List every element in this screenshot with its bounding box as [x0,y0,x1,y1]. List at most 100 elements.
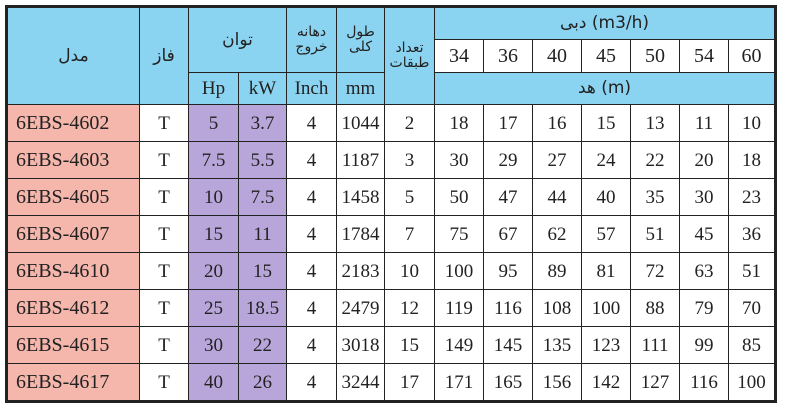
length-cell: 1784 [336,215,385,253]
head-cell: 67 [483,215,533,253]
model-cell: 6EBS-4602 [6,104,140,142]
head-cell: 100 [434,252,484,290]
head-cell: 111 [630,326,680,364]
head-cell: 119 [434,289,484,327]
length-cell: 3018 [336,326,385,364]
table-row: 6EBS-4615 T 30 22 4 3018 15 149 145 135 123 111 99 85 [6,326,776,364]
kw-header: kW [238,72,287,105]
head-cell: 18 [728,141,776,179]
head-cell: 116 [679,363,729,402]
table-row: 6EBS-4602 T 5 3.7 4 1044 2 18 17 16 15 13 11 10 [6,104,776,142]
model-cell: 6EBS-4603 [6,141,140,179]
outlet-header: دهانه خروج [286,6,337,73]
kw-cell: 11 [238,215,287,253]
length-cell: 1187 [336,141,385,179]
head-cell: 63 [679,252,729,290]
kw-cell: 22 [238,326,287,364]
flow-value: 54 [679,39,729,73]
head-cell: 142 [581,363,631,402]
hp-cell: 40 [188,363,239,402]
stages-cell: 3 [384,141,435,179]
head-cell: 50 [434,178,484,216]
flow-header: دبی (m3/h) [434,6,776,40]
model-header: مدل [6,6,140,105]
model-cell: 6EBS-4617 [6,363,140,402]
length-cell: 2183 [336,252,385,290]
head-cell: 88 [630,289,680,327]
head-cell: 51 [630,215,680,253]
phase-cell: T [139,178,189,216]
head-cell: 100 [581,289,631,327]
head-cell: 70 [728,289,776,327]
head-cell: 47 [483,178,533,216]
head-cell: 17 [483,104,533,142]
inch-cell: 4 [286,141,337,179]
head-cell: 51 [728,252,776,290]
inch-cell: 4 [286,104,337,142]
head-cell: 100 [728,363,776,402]
length-header: طول کلی [336,6,385,73]
inch-header: Inch [286,72,337,105]
head-cell: 20 [679,141,729,179]
flow-value: 34 [434,39,484,73]
flow-value: 40 [532,39,582,73]
table-row: 6EBS-4610 T 20 15 4 2183 10 100 95 89 81 72 63 51 [6,252,776,290]
head-cell: 57 [581,215,631,253]
hp-cell: 7.5 [188,141,239,179]
phase-cell: T [139,252,189,290]
head-cell: 30 [434,141,484,179]
kw-cell: 26 [238,363,287,402]
kw-cell: 7.5 [238,178,287,216]
head-cell: 149 [434,326,484,364]
head-cell: 81 [581,252,631,290]
stages-cell: 7 [384,215,435,253]
inch-cell: 4 [286,215,337,253]
phase-cell: T [139,326,189,364]
phase-cell: T [139,289,189,327]
inch-cell: 4 [286,326,337,364]
phase-cell: T [139,104,189,142]
length-cell: 2479 [336,289,385,327]
head-cell: 99 [679,326,729,364]
head-cell: 11 [679,104,729,142]
head-cell: 36 [728,215,776,253]
flow-value: 50 [630,39,680,73]
head-cell: 24 [581,141,631,179]
table-row: 6EBS-4612 T 25 18.5 4 2479 12 119 116 108 100 88 79 7… [6,289,776,327]
model-cell: 6EBS-4610 [6,252,140,290]
length-cell: 1458 [336,178,385,216]
head-cell: 30 [679,178,729,216]
head-cell: 18 [434,104,484,142]
hp-cell: 25 [188,289,239,327]
stages-cell: 10 [384,252,435,290]
power-header: توان [188,6,287,73]
head-cell: 27 [532,141,582,179]
model-cell: 6EBS-4607 [6,215,140,253]
flow-value: 36 [483,39,533,73]
head-cell: 35 [630,178,680,216]
length-cell: 3244 [336,363,385,402]
head-cell: 15 [581,104,631,142]
head-cell: 123 [581,326,631,364]
head-cell: 165 [483,363,533,402]
model-cell: 6EBS-4615 [6,326,140,364]
stages-cell: 15 [384,326,435,364]
stages-cell: 17 [384,363,435,402]
head-cell: 116 [483,289,533,327]
head-cell: 135 [532,326,582,364]
flow-value: 60 [728,39,776,73]
phase-header: فاز [139,6,189,105]
head-cell: 40 [581,178,631,216]
inch-cell: 4 [286,289,337,327]
model-cell: 6EBS-4612 [6,289,140,327]
table-row: 6EBS-4617 T 40 26 4 3244 17 171 165 156 142 127 116 1… [6,363,776,402]
hp-cell: 10 [188,178,239,216]
phase-cell: T [139,141,189,179]
head-cell: 108 [532,289,582,327]
head-cell: 10 [728,104,776,142]
head-cell: 44 [532,178,582,216]
inch-cell: 4 [286,178,337,216]
kw-cell: 18.5 [238,289,287,327]
head-cell: 13 [630,104,680,142]
head-cell: 45 [679,215,729,253]
